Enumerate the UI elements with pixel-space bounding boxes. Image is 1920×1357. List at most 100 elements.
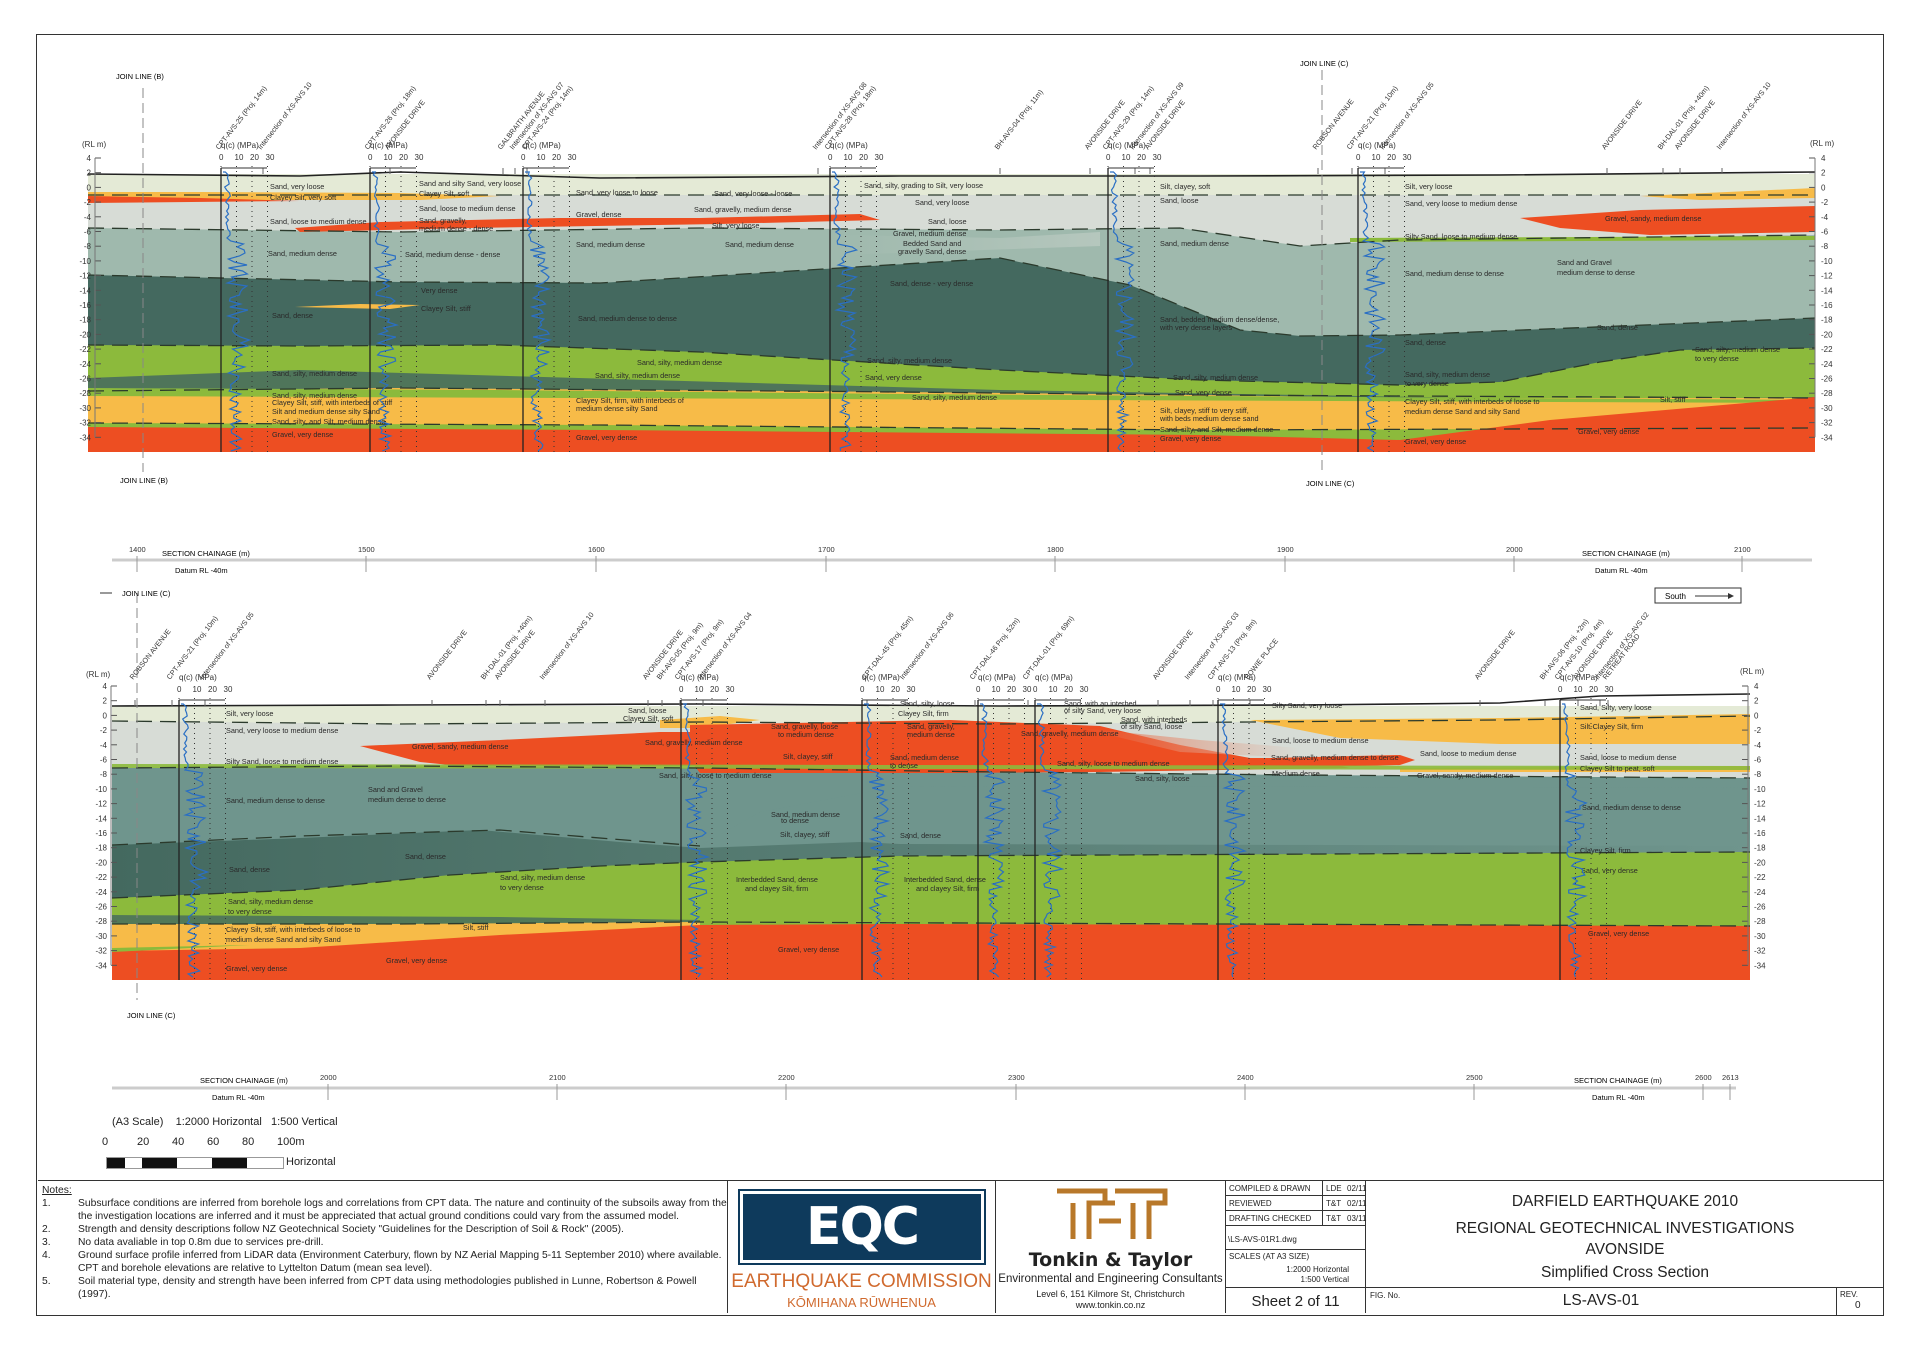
note-item: 3. No data avaliable in top 0.8m due to s… xyxy=(42,1237,324,1248)
svg-text:-30: -30 xyxy=(1821,404,1833,413)
svg-text:-18: -18 xyxy=(79,316,91,325)
project-title: DARFIELD EARTHQUAKE 2010 xyxy=(1511,1193,1739,1210)
layer-label: Silt, clayey, stiff to very stiff, xyxy=(1160,406,1249,415)
svg-text:10: 10 xyxy=(537,153,546,162)
cpt-traces-section-1: q(c) (MPa)0 10 20 30q(c) (MPa)0 10 20 30q(c) (… xyxy=(219,141,1412,452)
layer-label: Clayey Silt, stiff, with interbeds of lo… xyxy=(1405,397,1540,406)
layer-label: Sand, medium dense to dense xyxy=(578,314,677,323)
tt-logo-icon xyxy=(1057,1188,1168,1239)
join-line-c-label-bottom: JOIN LINE (C) xyxy=(1306,479,1355,488)
svg-text:20: 20 xyxy=(1387,153,1396,162)
layer-label: Sand, very loose xyxy=(915,198,969,207)
eqc-logo-block: EQC EARTHQUAKE COMMISSION KŌMIHANA RŪWHE… xyxy=(728,1180,996,1313)
layer-label: Sand, silty, medium dense xyxy=(1695,345,1780,354)
tt-tagline: Environmental and Engineering Consultant… xyxy=(998,1273,1223,1285)
layer-label: Sand, very loose - loose xyxy=(714,189,792,198)
layer-label: Sand, silty, and Silt, medium dense xyxy=(272,417,385,426)
layer-label: Gravel, very dense xyxy=(1160,434,1221,443)
layer-label: Sand, silty, medium dense xyxy=(1405,370,1490,379)
cpt-trace: q(c) (MPa) 0 10 20 30 xyxy=(368,141,424,452)
svg-text:-18: -18 xyxy=(1821,316,1833,325)
svg-text:1400: 1400 xyxy=(129,545,146,554)
tt-name: Tonkin & Taylor xyxy=(1028,1249,1193,1271)
svg-text:-12: -12 xyxy=(79,272,91,281)
layer-label: Gravel, dense xyxy=(576,210,621,219)
drawing-sheet-border xyxy=(36,34,1884,1316)
note-item: 5. Soil material type, density and streng… xyxy=(42,1276,697,1300)
svg-text:-32: -32 xyxy=(79,419,91,428)
location-markers: CPT-AVS-25 (Proj. 14m)Intersection of XS… xyxy=(213,80,1773,174)
layer-label: Sand, silty, and Silt, medium dense xyxy=(1160,425,1273,434)
layer-label: Sand, bedded medium dense/dense, xyxy=(1160,315,1279,324)
layer-label: Silt and medium dense silty Sand xyxy=(272,407,380,416)
revision-box: REV. 0 xyxy=(1836,1288,1885,1315)
layer-label: Sand, medium dense xyxy=(268,249,337,258)
svg-text:1800: 1800 xyxy=(1047,545,1064,554)
layer-label: with very dense layers xyxy=(1159,323,1233,332)
datum-label-right: Datum RL -40m xyxy=(1595,566,1648,575)
svg-text:30: 30 xyxy=(1153,153,1162,162)
layer-label: Sand, dense - very dense xyxy=(890,279,973,288)
svg-text:-16: -16 xyxy=(1821,301,1833,310)
layer-label: Sand, medium dense xyxy=(1160,239,1229,248)
file-name: \LS-AVS-01R1.dwg xyxy=(1228,1235,1297,1244)
layer-label: Silt, clayey, soft xyxy=(1160,182,1210,191)
svg-text:-6: -6 xyxy=(1821,228,1829,237)
signoff-block: COMPILED & DRAWN LDE 02/11 REVIEWED T&T 02/11… xyxy=(1226,1180,1366,1313)
scale-tick: 80 xyxy=(242,1136,255,1148)
ground-surface-line xyxy=(87,171,1816,179)
eqc-name: EARTHQUAKE COMMISSION xyxy=(731,1271,992,1292)
location-marker-label: AVONSIDE DRIVE xyxy=(1599,98,1644,151)
svg-text:-10: -10 xyxy=(1821,257,1833,266)
svg-text:-26: -26 xyxy=(1821,375,1833,384)
layer-label: Sand and silty Sand, very loose xyxy=(419,179,521,188)
layer-label: Gravel, very dense xyxy=(272,430,333,439)
scale-tick: 0 xyxy=(102,1136,109,1148)
svg-text:-16: -16 xyxy=(79,301,91,310)
direction-indicator: South xyxy=(1654,587,1742,604)
layer-label: medium dense to dense xyxy=(1557,268,1635,277)
svg-text:30: 30 xyxy=(266,153,275,162)
layer-label: Gravel, very dense xyxy=(576,433,637,442)
layer-label: Silt, very loose xyxy=(712,221,759,230)
datum-label-left: Datum RL -40m xyxy=(175,566,228,575)
svg-text:-34: -34 xyxy=(79,433,91,442)
signoff-row: DRAFTING CHECKED T&T 03/11 xyxy=(1226,1211,1366,1226)
drawing-type: Simplified Cross Section xyxy=(1541,1264,1709,1281)
svg-text:0: 0 xyxy=(1106,153,1111,162)
layer-label: Gravel, very dense xyxy=(1405,437,1466,446)
svg-text:4: 4 xyxy=(1821,154,1826,163)
rl-label-right: (RL m) xyxy=(1810,139,1834,148)
eqc-logo: EQC xyxy=(743,1194,981,1260)
cpt-trace: q(c) (MPa) 0 10 20 30 xyxy=(219,141,275,452)
chainage-label-left: SECTION CHAINAGE (m) xyxy=(162,549,250,558)
svg-text:30: 30 xyxy=(1403,153,1412,162)
cpt-trace: q(c) (MPa) 0 10 20 30 xyxy=(1106,141,1162,452)
svg-text:South: South xyxy=(1665,592,1686,601)
layer-label: Sand, loose to medium dense xyxy=(419,204,516,213)
svg-text:2: 2 xyxy=(1821,169,1826,178)
svg-text:-22: -22 xyxy=(79,345,91,354)
svg-text:-8: -8 xyxy=(84,242,92,251)
layer-label: gravelly Sand, dense xyxy=(898,247,966,256)
layer-label: Sand, very dense xyxy=(1175,388,1232,397)
svg-text:-30: -30 xyxy=(79,404,91,413)
svg-text:-4: -4 xyxy=(1821,213,1829,222)
rl-axis: 4 2 0 -2 -4 -6 -8 -10 -12 -14 -16 -18 -20 -22 -24 -26 -2… xyxy=(79,154,101,442)
layer-label: Sand, dense xyxy=(272,311,313,320)
rl-axis-left: (RL m) xyxy=(82,140,106,149)
layer-label: Clayey Silt, stiff xyxy=(421,304,472,313)
cpt-trace: q(c) (MPa) 0 10 20 30 xyxy=(1356,141,1412,452)
layer-label: medium dense Sand and silty Sand xyxy=(1405,407,1520,416)
location-marker-label: Intersection of XS-AVS 10 xyxy=(1714,80,1772,151)
svg-text:0: 0 xyxy=(368,153,373,162)
svg-text:1500: 1500 xyxy=(358,545,375,554)
scales-box: SCALES (AT A3 SIZE) 1:2000 Horizontal 1:… xyxy=(1226,1249,1365,1287)
svg-text:30: 30 xyxy=(415,153,424,162)
scale-ticks: 0 20 40 60 80 100m xyxy=(102,1136,364,1150)
svg-text:-2: -2 xyxy=(84,198,92,207)
layer-label: to very dense xyxy=(1695,354,1739,363)
notes-panel: Notes: 1. Subsurface conditions are infer… xyxy=(38,1180,728,1313)
svg-text:-24: -24 xyxy=(79,360,91,369)
svg-text:-20: -20 xyxy=(79,330,91,339)
